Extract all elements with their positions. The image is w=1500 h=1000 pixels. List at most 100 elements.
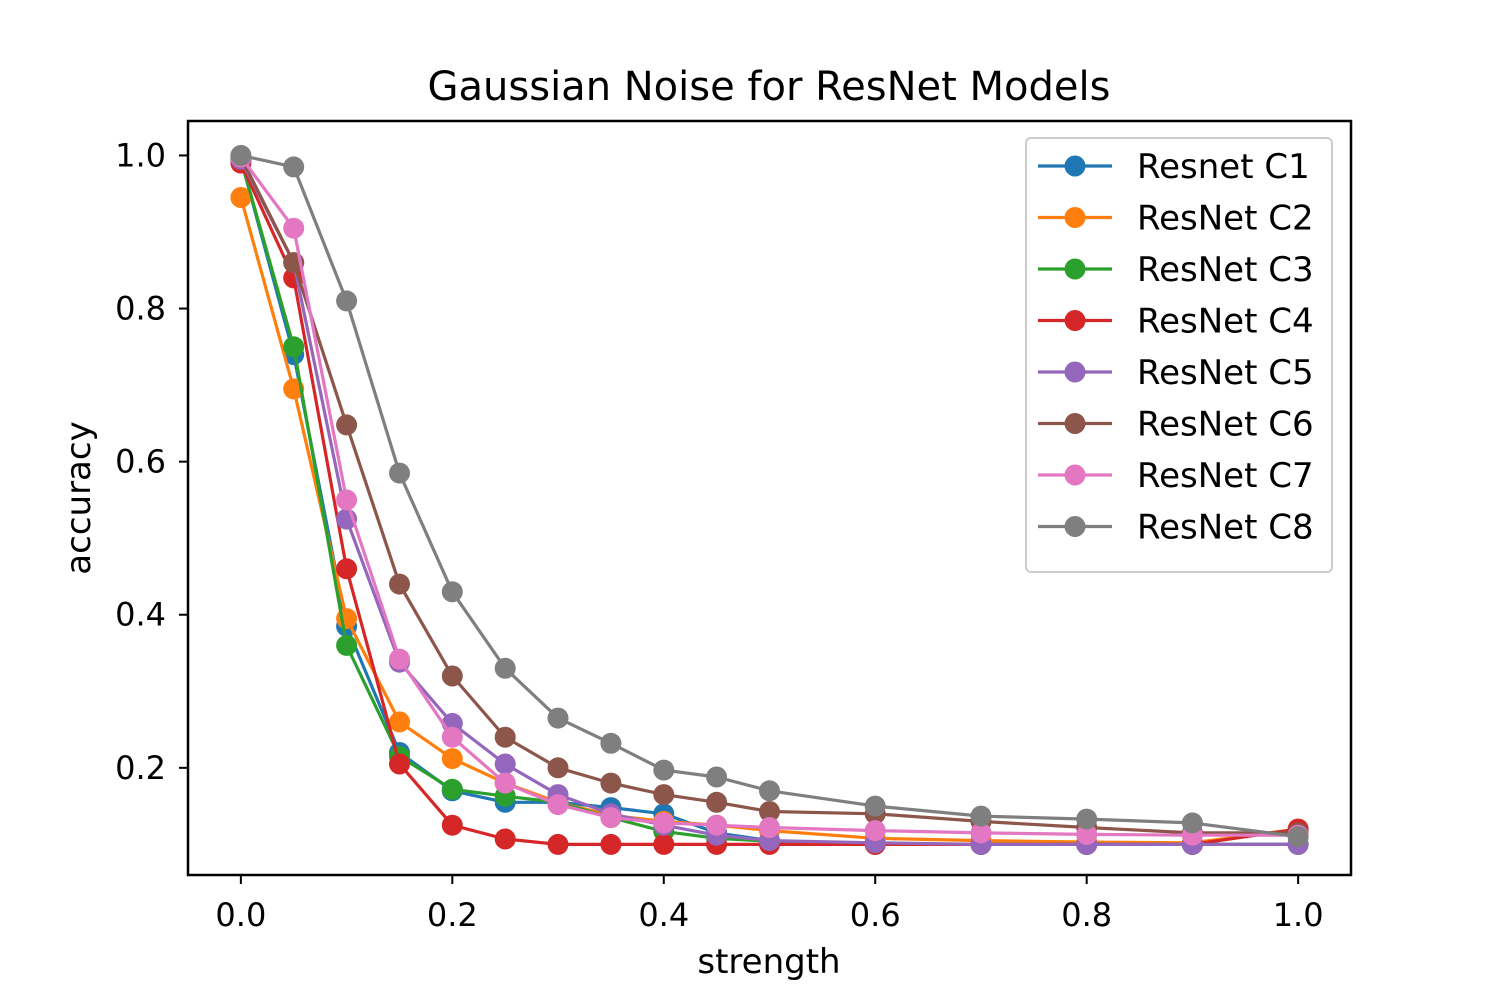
data-point xyxy=(600,772,622,794)
data-point xyxy=(653,784,675,806)
data-point xyxy=(283,336,305,358)
series-8 xyxy=(230,144,1309,848)
data-point xyxy=(336,489,358,511)
data-point xyxy=(653,759,675,781)
legend-marker xyxy=(1064,361,1086,383)
legend-label: Resnet C1 xyxy=(1137,147,1310,187)
series-line-6 xyxy=(239,156,1299,835)
data-point xyxy=(283,156,305,178)
data-point xyxy=(864,820,886,842)
data-point xyxy=(600,732,622,754)
data-point xyxy=(283,217,305,239)
legend-item-1: Resnet C1 xyxy=(1038,147,1310,187)
data-point xyxy=(389,711,410,733)
x-axis-label: strength xyxy=(697,942,840,982)
data-point xyxy=(441,814,463,836)
data-point xyxy=(230,144,252,166)
data-point xyxy=(547,707,569,729)
data-point xyxy=(441,778,463,800)
data-point xyxy=(706,791,728,813)
data-point xyxy=(389,753,410,775)
series-line-7 xyxy=(239,156,1299,837)
data-point xyxy=(494,753,516,775)
data-point xyxy=(1287,826,1309,848)
data-point xyxy=(759,780,780,802)
data-point xyxy=(441,726,463,748)
legend-item-6: ResNet C6 xyxy=(1038,405,1314,445)
data-point xyxy=(336,414,358,436)
legend-marker xyxy=(1064,258,1086,280)
legend-item-3: ResNet C3 xyxy=(1038,250,1314,290)
legend-label: ResNet C2 xyxy=(1137,199,1314,239)
series-layer xyxy=(230,144,1309,855)
data-point xyxy=(970,805,992,827)
y-tick-label: 0.2 xyxy=(115,749,166,787)
legend-marker xyxy=(1064,516,1086,537)
data-point xyxy=(389,648,410,670)
data-point xyxy=(494,772,516,794)
data-point xyxy=(1076,823,1098,845)
series-line-8 xyxy=(240,153,1299,839)
data-point xyxy=(653,812,675,834)
y-axis-label: accuracy xyxy=(59,421,99,574)
data-point xyxy=(336,634,358,656)
x-tick-label: 0.0 xyxy=(215,896,266,934)
x-tick-label: 0.8 xyxy=(1061,896,1112,934)
legend-marker xyxy=(1064,464,1086,486)
data-point xyxy=(389,573,410,595)
y-tick-label: 0.4 xyxy=(115,596,166,634)
y-tick-label: 1.0 xyxy=(115,136,166,174)
legend-label: ResNet C3 xyxy=(1137,250,1314,290)
data-point xyxy=(441,581,463,603)
x-tick-label: 0.4 xyxy=(638,896,689,934)
data-point xyxy=(600,833,622,855)
data-point xyxy=(230,187,252,208)
legend-marker xyxy=(1064,413,1086,434)
legend-item-4: ResNet C4 xyxy=(1038,302,1314,342)
data-point xyxy=(600,807,622,829)
legend-label: ResNet C4 xyxy=(1137,302,1314,342)
data-point xyxy=(653,833,675,855)
data-point xyxy=(547,794,569,816)
series-7 xyxy=(230,146,1309,846)
legend-label: ResNet C6 xyxy=(1137,405,1314,445)
legend-item-5: ResNet C5 xyxy=(1038,353,1314,393)
data-point xyxy=(494,657,516,679)
data-point xyxy=(1076,808,1098,830)
legend-marker xyxy=(1064,310,1086,331)
data-point xyxy=(441,748,463,770)
legend-label: ResNet C7 xyxy=(1137,456,1314,496)
x-tick-label: 0.2 xyxy=(427,896,478,934)
chart-title: Gaussian Noise for ResNet Models xyxy=(428,64,1111,110)
data-point xyxy=(970,822,992,844)
y-tick-label: 0.8 xyxy=(115,290,166,328)
legend-item-7: ResNet C7 xyxy=(1038,456,1314,496)
data-point xyxy=(441,665,463,687)
legend-item-2: ResNet C2 xyxy=(1038,199,1314,239)
data-point xyxy=(494,726,516,748)
data-point xyxy=(336,558,358,580)
data-point xyxy=(864,795,886,817)
ticks-layer: 0.0 0.2 0.4 0.6 0.8 1.0 0.2 0.4 0.6 0.8 1.0 xyxy=(115,136,1323,934)
x-tick-label: 1.0 xyxy=(1273,896,1324,934)
legend-box xyxy=(1025,137,1333,573)
data-point xyxy=(759,801,780,822)
data-point xyxy=(1181,812,1203,834)
data-point xyxy=(706,766,728,788)
data-point xyxy=(706,814,728,836)
data-point xyxy=(389,462,410,484)
x-tick-label: 0.6 xyxy=(850,896,901,934)
data-point xyxy=(336,290,358,312)
y-tick-label: 0.6 xyxy=(115,443,166,481)
legend-label: ResNet C8 xyxy=(1137,508,1314,548)
legend-item-8: ResNet C8 xyxy=(1038,508,1314,548)
data-point xyxy=(547,833,569,855)
data-point xyxy=(759,817,780,838)
plot-frame xyxy=(186,119,1353,877)
legend-marker xyxy=(1064,207,1086,228)
legend: Resnet C1 ResNet C2 ResNet C3 ResNet C4 ResN… xyxy=(1025,137,1333,573)
legend-marker xyxy=(1064,155,1086,177)
legend-label: ResNet C5 xyxy=(1137,353,1314,393)
data-point xyxy=(547,757,569,779)
